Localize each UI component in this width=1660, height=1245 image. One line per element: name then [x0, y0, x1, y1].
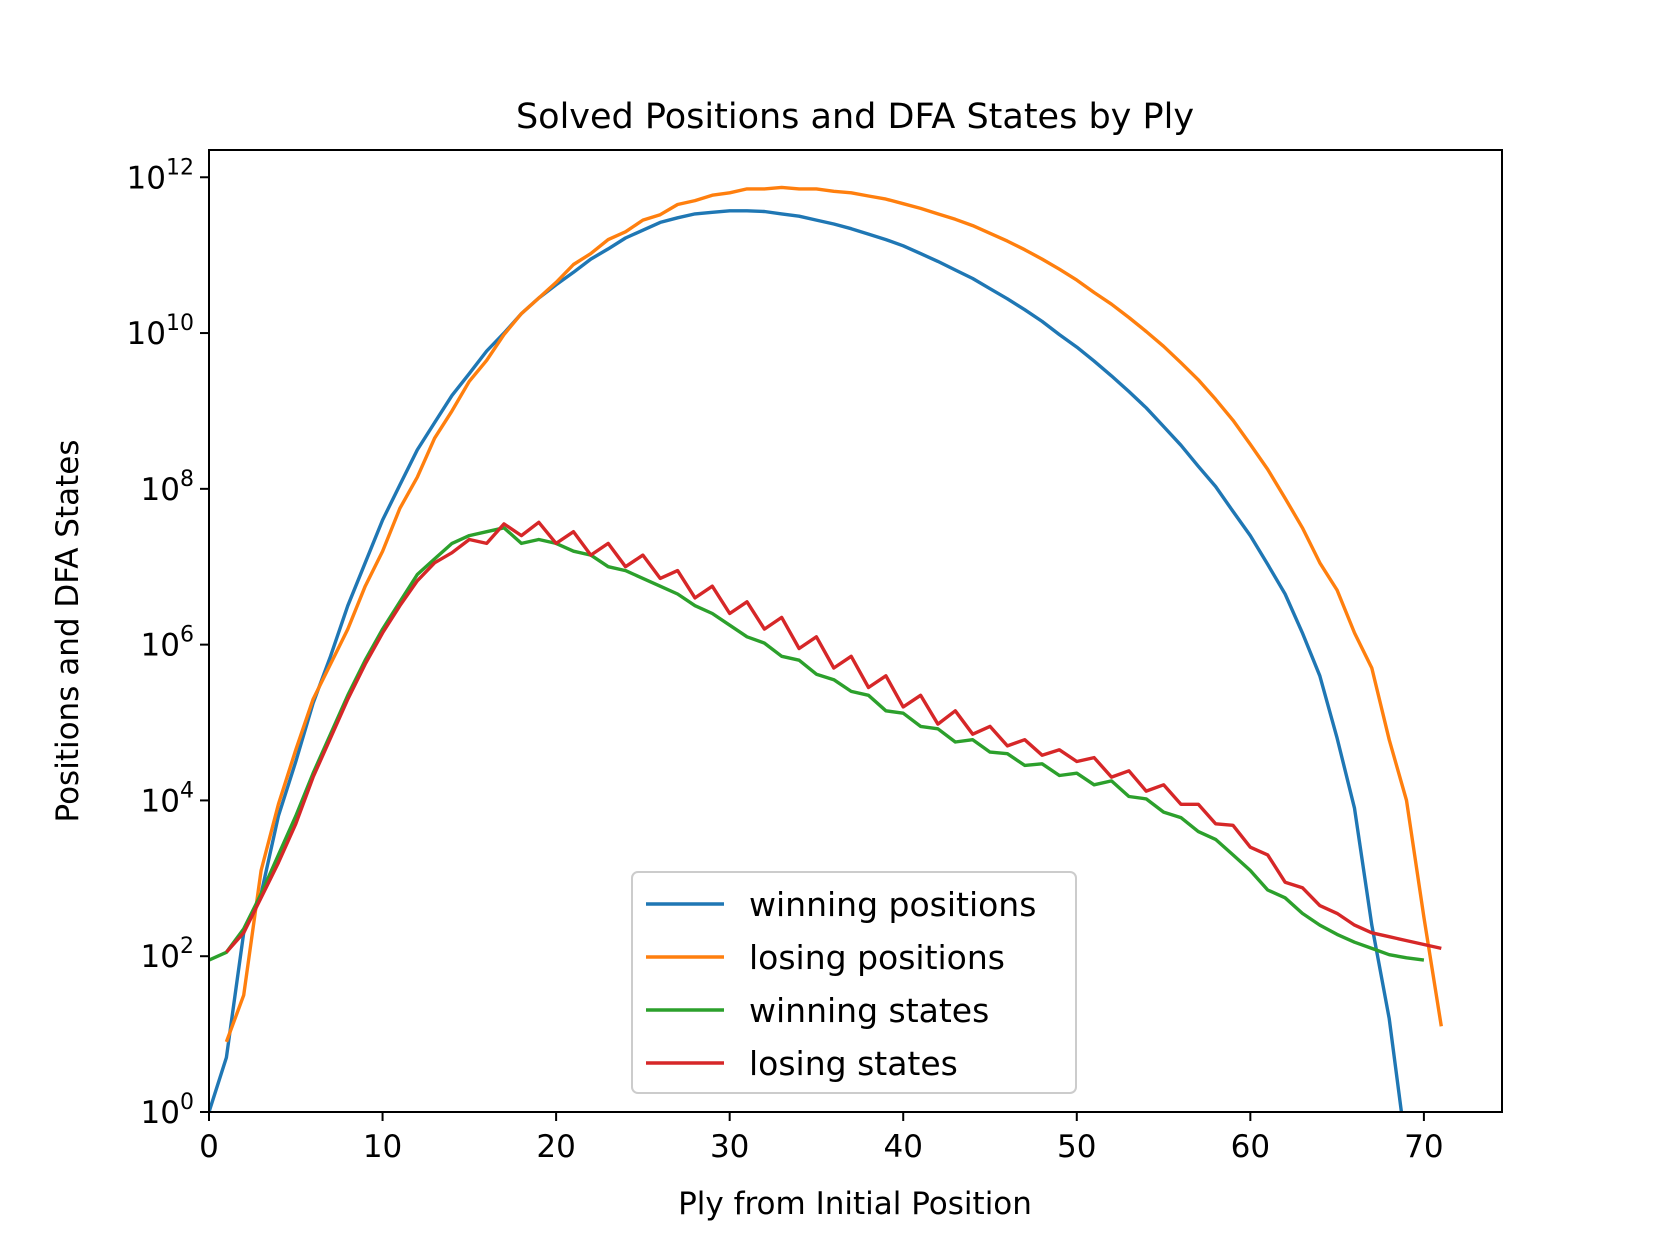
y-tick-exponent: 4: [180, 778, 194, 803]
y-tick-base: 10: [127, 160, 166, 196]
legend-label-losing-states: losing states: [749, 1044, 958, 1083]
y-axis-label: Positions and DFA States: [50, 439, 86, 822]
x-tick-label: 40: [884, 1129, 923, 1165]
x-tick-label: 20: [536, 1129, 575, 1165]
y-tick-base: 10: [141, 628, 180, 664]
legend-label-winning-states: winning states: [749, 991, 989, 1030]
y-tick-exponent: 12: [166, 155, 194, 180]
y-tick-base: 10: [141, 783, 180, 819]
y-tick-label: 100: [141, 1090, 194, 1131]
x-tick-label: 30: [710, 1129, 749, 1165]
y-tick-label: 1010: [127, 311, 194, 352]
plot-frame: [208, 149, 1503, 1113]
y-tick-exponent: 10: [166, 311, 194, 336]
y-tick-base: 10: [141, 472, 180, 508]
y-tick-base: 10: [141, 1095, 180, 1131]
x-axis: 0 10 20 30 40 50 60 70: [199, 1112, 1444, 1165]
chart-title: Solved Positions and DFA States by Ply: [516, 97, 1194, 137]
y-tick-label: 1012: [127, 155, 194, 196]
legend-label-winning-positions: winning positions: [749, 885, 1036, 924]
legend: winning positions losing positions winning…: [631, 871, 1077, 1094]
y-tick-exponent: 8: [180, 467, 194, 492]
y-tick-base: 10: [127, 316, 166, 352]
x-tick-label: 0: [199, 1129, 219, 1165]
y-tick-label: 106: [141, 623, 194, 664]
legend-label-losing-positions: losing positions: [749, 938, 1005, 977]
y-tick-base: 10: [141, 939, 180, 975]
x-tick-label: 70: [1404, 1129, 1443, 1165]
series-line-winning-states: [209, 526, 1425, 962]
series-line-losing-positions: [224, 185, 1443, 1043]
y-tick-label: 102: [141, 934, 194, 975]
y-tick-exponent: 0: [180, 1090, 194, 1115]
legend-frame: [631, 871, 1077, 1094]
x-tick-label: 10: [363, 1129, 402, 1165]
x-tick-label: 60: [1231, 1129, 1270, 1165]
series-line-losing-states: [225, 520, 1442, 954]
y-tick-exponent: 2: [180, 934, 194, 959]
x-tick-label: 50: [1057, 1129, 1096, 1165]
series-layer: [209, 185, 1443, 1112]
y-tick-exponent: 6: [180, 623, 194, 648]
y-tick-label: 104: [141, 778, 194, 819]
y-tick-label: 108: [141, 467, 194, 508]
series-line-winning-positions: [209, 209, 1404, 1112]
x-axis-label: Ply from Initial Position: [678, 1186, 1032, 1222]
